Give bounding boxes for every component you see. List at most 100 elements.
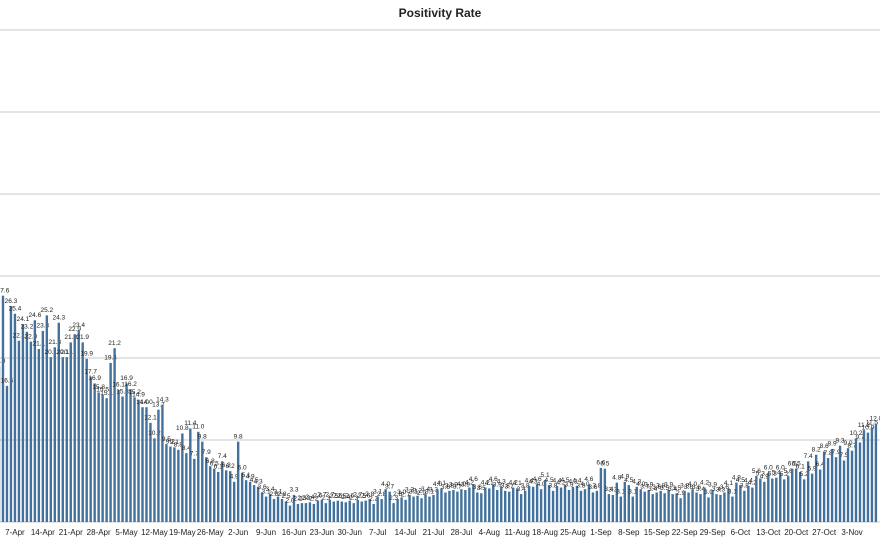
value-label: 9.8	[234, 433, 243, 440]
bar	[452, 490, 455, 522]
value-label: 3.4	[266, 486, 275, 493]
value-label: 4.9	[760, 474, 769, 481]
value-label: 4.9	[230, 474, 239, 481]
x-tick-label: 26-May	[197, 528, 224, 537]
x-tick-label: 9-Jun	[256, 528, 276, 537]
value-label: 2.5	[281, 493, 290, 500]
value-label: 3.8	[592, 483, 601, 490]
bar	[133, 397, 136, 522]
value-label: 2.2	[309, 496, 318, 503]
x-tick-label: 28-Jul	[450, 528, 472, 537]
value-label: 3.9	[493, 482, 502, 489]
x-tick-label: 22-Sep	[672, 528, 698, 537]
bar	[125, 383, 128, 522]
bar	[384, 489, 387, 522]
bar	[683, 490, 686, 522]
bar	[551, 490, 555, 522]
bar	[464, 490, 467, 522]
value-label: 3.7	[453, 483, 462, 490]
value-label: 6.0	[238, 465, 247, 472]
bar	[209, 466, 212, 522]
bar	[77, 330, 80, 522]
bar	[276, 496, 280, 522]
bar	[846, 448, 850, 522]
bar	[687, 492, 690, 522]
value-label: 25.2	[41, 307, 54, 314]
bar	[870, 427, 874, 522]
bar	[121, 396, 124, 522]
bar	[575, 485, 579, 522]
bar	[448, 490, 451, 522]
bar	[392, 503, 395, 522]
value-label: 4.5	[624, 477, 633, 484]
value-label: 4.2	[557, 479, 566, 486]
bar	[165, 444, 168, 522]
bar	[579, 490, 583, 522]
bar	[603, 468, 607, 522]
value-label: 3.1	[425, 488, 434, 495]
value-label: 4.3	[568, 478, 577, 485]
bar	[169, 446, 172, 522]
bar	[145, 407, 148, 522]
bar	[484, 487, 487, 522]
bar	[759, 478, 762, 522]
value-label: 22.0	[25, 333, 38, 340]
value-label: 19.4	[104, 355, 117, 362]
value-label: 11.2	[858, 422, 871, 429]
bar	[515, 488, 519, 522]
bar	[635, 486, 638, 522]
value-label: 3.2	[413, 487, 422, 494]
x-tick-label: 15-Sep	[644, 528, 670, 537]
bar	[480, 493, 483, 522]
bar	[356, 499, 359, 522]
x-tick-label: 7-Jul	[369, 528, 387, 537]
bar	[300, 503, 304, 522]
value-label: 4.3	[497, 478, 506, 485]
bar	[814, 454, 818, 522]
value-label: 2.3	[349, 495, 358, 502]
value-label: 20.1	[56, 349, 69, 356]
value-label: 22.9	[68, 326, 81, 333]
bar	[834, 457, 838, 522]
value-label: 4.2	[465, 479, 474, 486]
x-tick-label: 4-Aug	[479, 528, 500, 537]
value-label: 3.4	[712, 486, 721, 493]
value-label: 6.2	[226, 463, 235, 470]
value-label: 3.1	[728, 488, 737, 495]
bar	[316, 500, 320, 522]
x-tick-label: 1-Sep	[590, 528, 612, 537]
bar	[105, 398, 108, 522]
value-label: 3.9	[461, 482, 470, 489]
value-label: 11.0	[192, 424, 205, 431]
value-label: 8.7	[847, 442, 856, 449]
value-label: 3.0	[704, 489, 713, 496]
value-label: 8.6	[820, 443, 829, 450]
bar	[13, 313, 17, 522]
x-tick-label: 30-Jun	[338, 528, 362, 537]
value-label: 3.8	[680, 483, 689, 490]
value-label: 27.6	[0, 287, 10, 294]
bar	[787, 476, 790, 522]
bar	[679, 498, 682, 522]
value-label: 24.1	[17, 316, 30, 323]
bar	[193, 458, 196, 522]
bar	[57, 322, 60, 522]
value-label: 2.5	[337, 493, 346, 500]
bar	[699, 494, 702, 522]
value-label: 9.1	[170, 439, 179, 446]
bar	[663, 493, 666, 522]
value-label: 3.4	[604, 486, 613, 493]
value-label: 16.6	[1, 378, 14, 385]
bar	[707, 497, 710, 522]
value-label: 14.9	[132, 392, 145, 399]
value-label: 24.6	[29, 312, 42, 319]
x-tick-label: 8-Sep	[618, 528, 640, 537]
value-label: 3.1	[409, 488, 418, 495]
bar	[400, 497, 403, 522]
bar	[33, 320, 37, 522]
bar	[328, 499, 332, 522]
value-label: 2.7	[353, 492, 362, 499]
value-label: 14.0	[140, 399, 153, 406]
bar	[826, 458, 830, 522]
value-label: 3.4	[517, 486, 526, 493]
